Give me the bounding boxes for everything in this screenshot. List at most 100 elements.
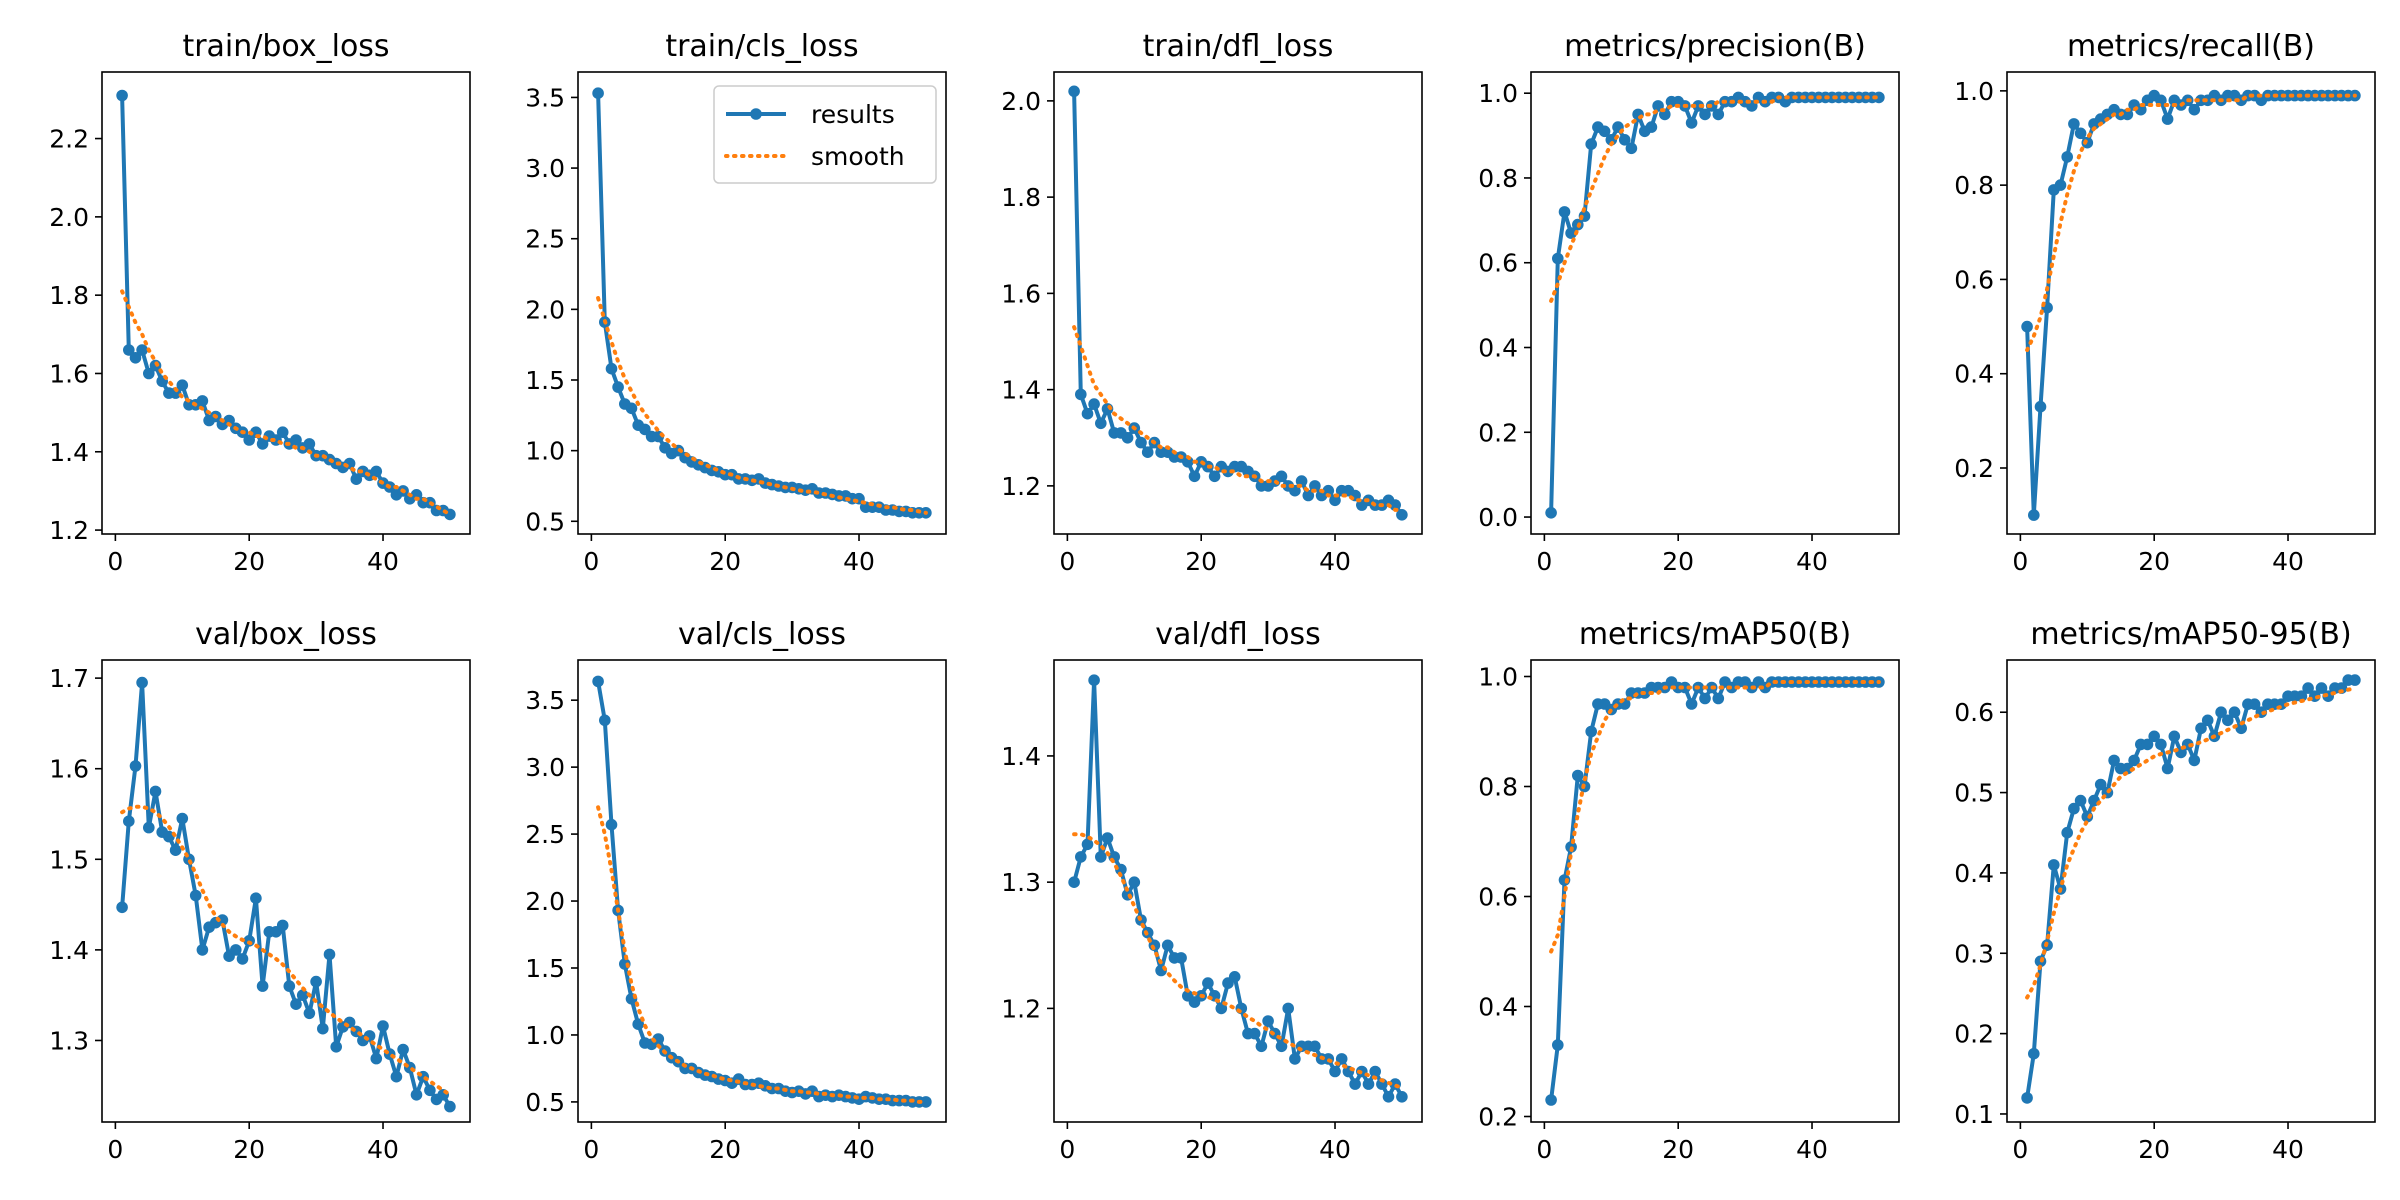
- legend-smooth-label: smooth: [811, 142, 905, 171]
- x-tick-label: 0: [2012, 1135, 2028, 1164]
- y-tick-label: 1.0: [525, 1021, 565, 1050]
- y-tick-label: 0.4: [1954, 360, 1994, 389]
- results-point: [283, 980, 296, 992]
- y-tick-label: 0.1: [1954, 1100, 1994, 1129]
- results-point: [1369, 1065, 1381, 1078]
- results-point: [1873, 91, 1885, 104]
- results-point: [1565, 227, 1577, 239]
- y-tick-label: 0.6: [1954, 698, 1994, 727]
- results-point: [2315, 682, 2328, 694]
- x-tick-label: 20: [233, 547, 265, 576]
- x-tick-label: 0: [1059, 547, 1075, 576]
- results-point: [1329, 494, 1341, 507]
- results-point: [129, 352, 142, 364]
- results-point: [123, 344, 135, 356]
- y-tick-label: 1.6: [49, 755, 89, 784]
- axes-frame: [577, 71, 947, 535]
- y-tick-label: 1.6: [1001, 279, 1041, 308]
- results-point: [410, 1089, 423, 1101]
- axes-frame: [101, 659, 471, 1123]
- subplot-title: metrics/mAP50(B): [1579, 617, 1851, 652]
- smooth-line: [2025, 686, 2357, 1000]
- results-point: [424, 1084, 436, 1097]
- results-point: [2068, 118, 2080, 130]
- results-point: [1135, 436, 1147, 449]
- results-point: [1362, 1078, 1375, 1090]
- results-point: [303, 438, 316, 450]
- results-point: [1262, 1015, 1274, 1027]
- results-point: [323, 948, 336, 961]
- axes-frame: [2006, 659, 2376, 1123]
- x-tick-label: 40: [843, 547, 875, 576]
- results-point: [317, 1022, 329, 1035]
- smooth-line: [596, 296, 928, 515]
- y-tick-label: 1.4: [1001, 742, 1041, 771]
- results-point: [2302, 682, 2314, 694]
- results-point: [1248, 1027, 1261, 1040]
- results-point: [216, 914, 229, 926]
- y-tick-label: 0.2: [1954, 1020, 1994, 1049]
- x-tick-label: 20: [709, 1135, 741, 1164]
- y-tick-label: 1.0: [1478, 79, 1518, 108]
- results-point: [2235, 722, 2247, 735]
- results-point: [276, 919, 289, 932]
- subplot-1: train/box_loss 0 20 40 1.2 1.4 1.6 1.8 2.0 2.2: [49, 29, 471, 576]
- smooth-line: [1072, 832, 1404, 1090]
- results-point: [1685, 698, 1698, 710]
- x-tick-label: 0: [2012, 547, 2028, 576]
- results-point: [1322, 484, 1335, 497]
- smooth-line: [120, 289, 452, 517]
- results-point: [136, 344, 148, 356]
- subplot-title: metrics/mAP50-95(B): [2030, 617, 2351, 652]
- results-point: [632, 1018, 644, 1030]
- results-point: [143, 821, 155, 834]
- results-point: [1202, 977, 1214, 989]
- results-point: [223, 414, 235, 427]
- results-point: [330, 1041, 343, 1053]
- results-point: [123, 815, 135, 827]
- results-point: [1088, 398, 1100, 410]
- results-point: [1188, 470, 1201, 483]
- y-tick-label: 0.4: [1954, 859, 1994, 888]
- results-point: [1545, 507, 1557, 519]
- results-point: [1095, 417, 1107, 430]
- results-point: [2295, 690, 2308, 702]
- y-tick-label: 0.2: [1478, 418, 1518, 447]
- results-point: [1699, 692, 1711, 705]
- x-tick-label: 20: [2138, 1135, 2170, 1164]
- results-point: [2201, 714, 2214, 727]
- axes-frame: [2006, 71, 2376, 535]
- results-point: [236, 953, 249, 965]
- results-point: [2228, 706, 2241, 718]
- results-point: [2074, 794, 2087, 807]
- results-point: [290, 998, 302, 1010]
- results-point: [350, 473, 363, 486]
- results-point: [1679, 681, 1691, 694]
- axes-frame: [101, 71, 471, 535]
- x-tick-label: 40: [367, 1135, 399, 1164]
- results-point: [2021, 1092, 2033, 1104]
- x-tick-label: 40: [843, 1135, 875, 1164]
- results-point: [1282, 1002, 1294, 1015]
- y-tick-label: 3.0: [525, 154, 565, 183]
- y-tick-label: 1.2: [49, 516, 89, 545]
- subplot-title: metrics/precision(B): [1564, 29, 1866, 64]
- x-tick-label: 0: [1536, 1135, 1552, 1164]
- results-point: [1585, 725, 1597, 738]
- results-point: [276, 426, 289, 439]
- results-point: [2054, 179, 2067, 191]
- results-point: [410, 489, 423, 501]
- results-point: [1598, 125, 1611, 138]
- results-point: [1075, 851, 1087, 863]
- results-point: [2108, 754, 2120, 767]
- results-point: [1289, 1053, 1301, 1065]
- results-point: [176, 379, 189, 392]
- axes-frame: [1053, 659, 1423, 1123]
- x-tick-label: 40: [1796, 1135, 1828, 1164]
- y-tick-label: 1.3: [1001, 868, 1041, 897]
- results-point: [2028, 1047, 2040, 1060]
- y-tick-label: 0.8: [1478, 164, 1518, 193]
- results-point: [2155, 738, 2167, 751]
- x-tick-label: 0: [583, 547, 599, 576]
